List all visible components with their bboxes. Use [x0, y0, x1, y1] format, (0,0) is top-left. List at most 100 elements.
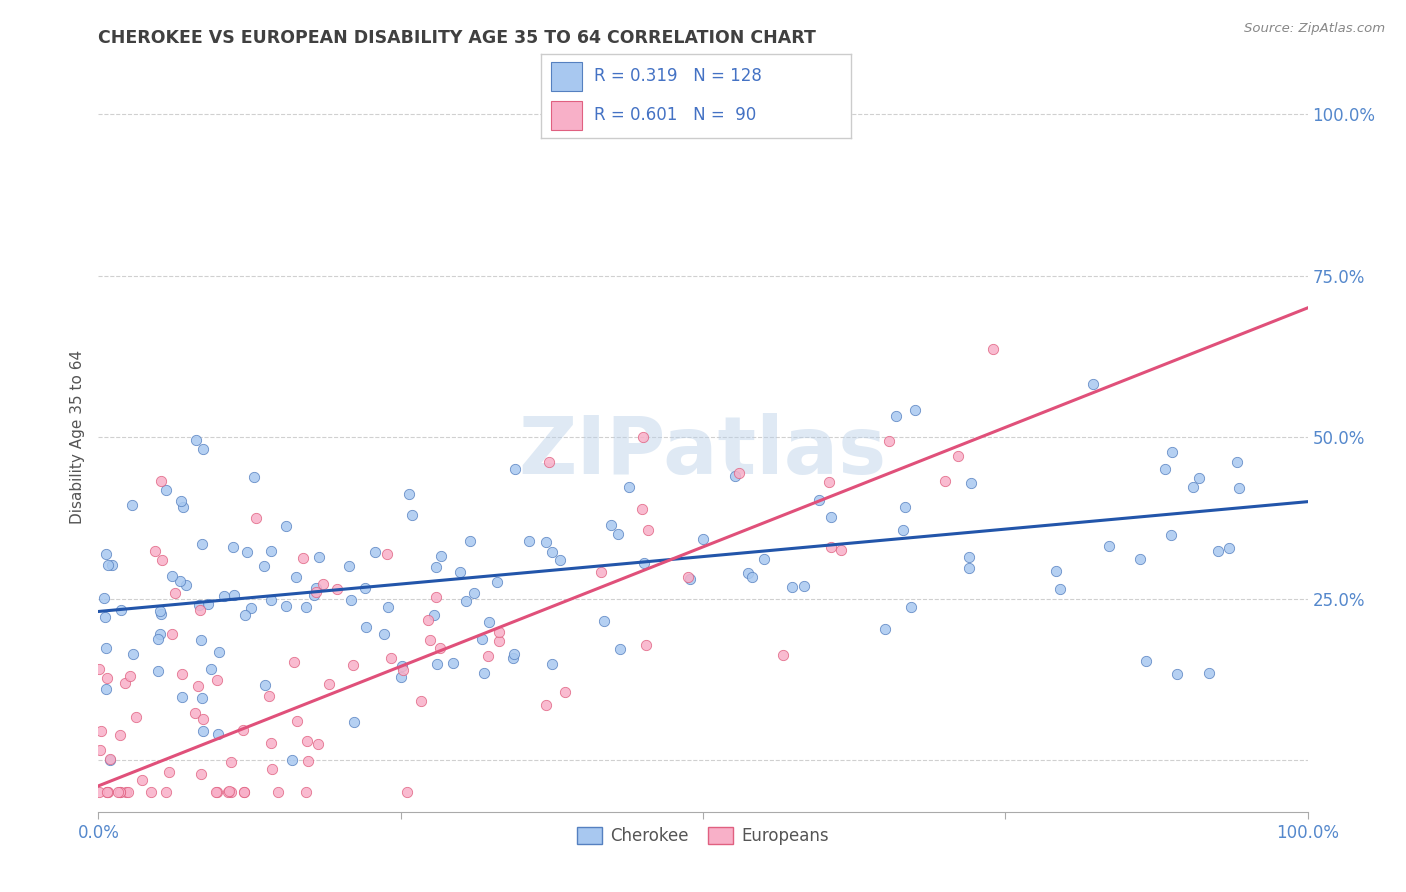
Point: [107, 785, 129, 799]
Point: [235, 607, 257, 622]
Point: [294, 785, 316, 799]
Point: [267, 785, 290, 799]
Point: [471, 632, 494, 646]
Point: [207, 727, 229, 741]
Point: [101, 558, 124, 573]
Point: [454, 594, 477, 608]
Point: [172, 690, 194, 704]
Point: [534, 535, 557, 549]
Point: [373, 627, 395, 641]
Point: [554, 685, 576, 699]
Point: [94, 682, 117, 697]
Point: [401, 508, 423, 522]
Point: [875, 622, 897, 636]
Point: [122, 647, 145, 661]
Point: [339, 593, 361, 607]
Point: [1206, 543, 1229, 558]
Point: [274, 519, 297, 533]
Point: [253, 559, 276, 574]
Point: [187, 679, 209, 693]
Point: [120, 669, 142, 683]
Point: [240, 600, 263, 615]
Point: [125, 709, 148, 723]
Point: [1226, 455, 1249, 469]
Point: [170, 493, 193, 508]
Point: [208, 645, 231, 659]
Point: [257, 689, 280, 703]
Point: [886, 409, 908, 423]
Text: Source: ZipAtlas.com: Source: ZipAtlas.com: [1244, 22, 1385, 36]
Point: [121, 498, 143, 512]
Y-axis label: Disability Age 35 to 64: Disability Age 35 to 64: [70, 350, 86, 524]
Point: [285, 570, 308, 584]
Point: [375, 547, 398, 561]
Point: [183, 706, 205, 720]
Point: [108, 728, 131, 742]
Point: [97, 558, 120, 572]
Point: [398, 486, 420, 500]
Point: [1160, 528, 1182, 542]
Point: [190, 766, 212, 780]
Point: [537, 455, 560, 469]
Point: [193, 723, 215, 738]
Point: [205, 785, 228, 799]
Point: [900, 599, 922, 614]
Point: [425, 590, 447, 604]
Point: [148, 665, 170, 679]
Point: [302, 588, 325, 602]
Point: [169, 574, 191, 588]
Point: [219, 785, 242, 799]
Point: [354, 620, 377, 634]
Point: [1049, 582, 1071, 596]
Bar: [551, 101, 582, 130]
Point: [1045, 565, 1067, 579]
Point: [96, 785, 118, 799]
Point: [108, 785, 131, 799]
Point: [98, 752, 121, 766]
Point: [176, 578, 198, 592]
Point: [1129, 551, 1152, 566]
Text: R = 0.319   N = 128: R = 0.319 N = 128: [593, 68, 762, 86]
Point: [285, 714, 308, 728]
Point: [793, 579, 815, 593]
Point: [1188, 471, 1211, 485]
Point: [633, 430, 655, 444]
Point: [429, 549, 451, 563]
Point: [188, 599, 211, 613]
Point: [318, 677, 340, 691]
Text: R = 0.601   N =  90: R = 0.601 N = 90: [593, 106, 756, 124]
Point: [505, 462, 527, 476]
Point: [904, 403, 927, 417]
Point: [146, 632, 169, 646]
Point: [592, 614, 614, 628]
Point: [606, 526, 628, 541]
Point: [488, 624, 510, 639]
Point: [637, 524, 659, 538]
Point: [633, 556, 655, 570]
Point: [425, 560, 447, 574]
Point: [110, 603, 132, 617]
Point: [280, 753, 302, 767]
Point: [97, 785, 120, 799]
Point: [1198, 666, 1220, 681]
Point: [170, 666, 193, 681]
Point: [150, 552, 173, 566]
Point: [353, 582, 375, 596]
Text: CHEROKEE VS EUROPEAN DISABILITY AGE 35 TO 64 CORRELATION CHART: CHEROKEE VS EUROPEAN DISABILITY AGE 35 T…: [98, 29, 817, 47]
Point: [780, 580, 803, 594]
Point: [297, 754, 319, 768]
Point: [190, 632, 212, 647]
Point: [157, 765, 180, 780]
Point: [1098, 540, 1121, 554]
Point: [259, 736, 281, 750]
Point: [830, 543, 852, 558]
Point: [600, 518, 623, 533]
Point: [143, 544, 166, 558]
Point: [100, 753, 122, 767]
Point: [1166, 667, 1188, 681]
Point: [1227, 481, 1250, 495]
Point: [960, 475, 983, 490]
Point: [678, 570, 700, 584]
Point: [419, 633, 441, 648]
Point: [1218, 541, 1240, 556]
